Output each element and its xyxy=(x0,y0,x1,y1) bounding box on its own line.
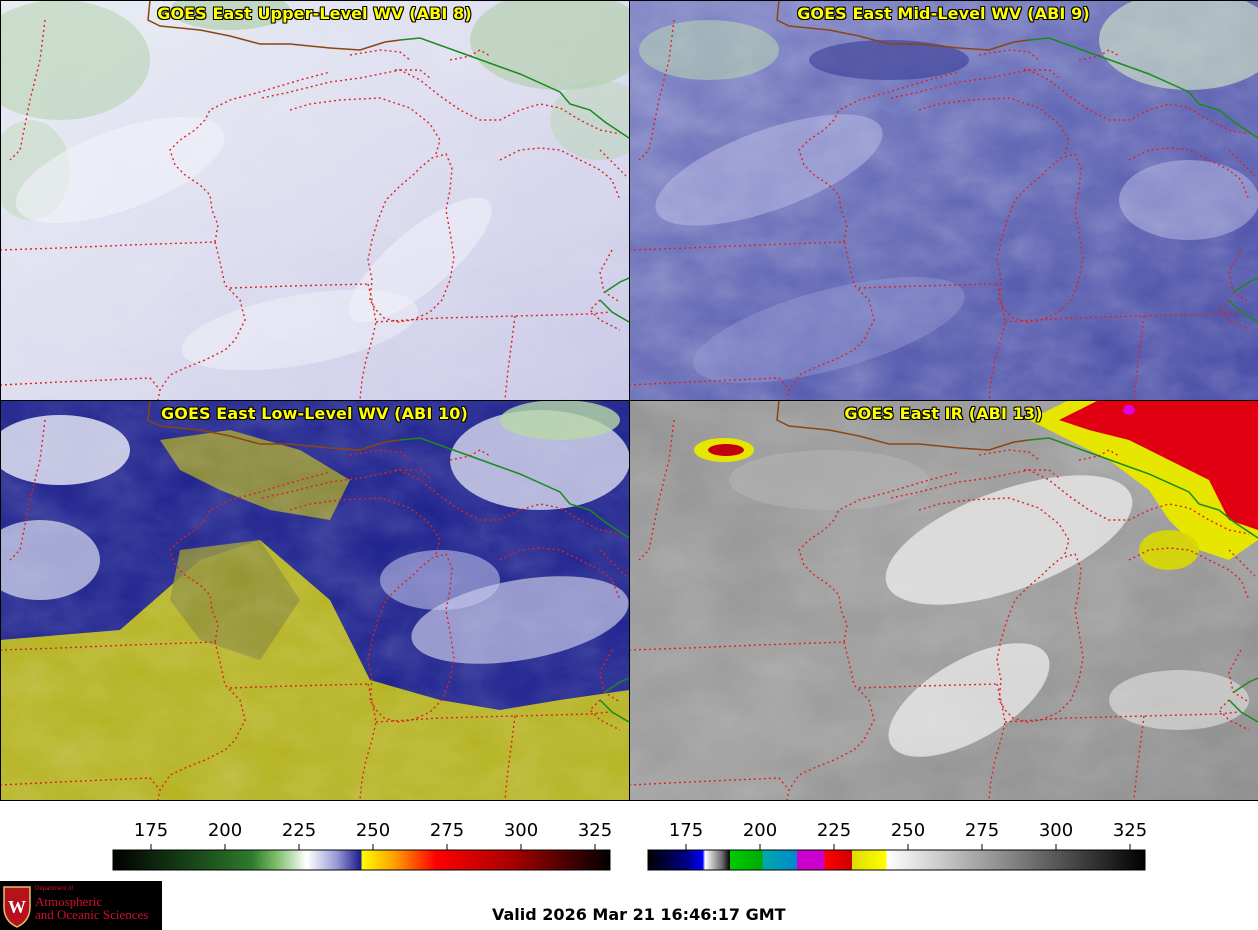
logo-line2: and Oceanic Sciences xyxy=(35,907,149,922)
ir-tick-250: 250 xyxy=(891,820,925,841)
mid-level-wv-image xyxy=(629,0,1258,400)
ir-colorbar: 175 200 225 250 275 300 325 xyxy=(635,812,1155,874)
ir-tick-325: 325 xyxy=(1113,820,1147,841)
ir-tick-175: 175 xyxy=(669,820,703,841)
wv-tick-250: 250 xyxy=(356,820,390,841)
ir-tick-225: 225 xyxy=(817,820,851,841)
wv-tick-225: 225 xyxy=(282,820,316,841)
logo-line1: Atmospheric xyxy=(35,894,103,909)
ir-tick-200: 200 xyxy=(743,820,777,841)
wv-colorbar: 175 200 225 250 275 300 325 xyxy=(100,812,620,874)
wv-tick-300: 300 xyxy=(504,820,538,841)
ir-panel: GOES East IR (ABI 13) xyxy=(629,400,1258,800)
wv-tick-275: 275 xyxy=(430,820,464,841)
panel-title: GOES East Upper-Level WV (ABI 8) xyxy=(157,4,472,23)
valid-time: Valid 2026 Mar 21 16:46:17 GMT xyxy=(492,905,786,924)
low-level-wv-image xyxy=(0,400,629,800)
wv-tick-200: 200 xyxy=(208,820,242,841)
svg-text:W: W xyxy=(8,897,26,917)
panel-divider-horizontal xyxy=(0,400,1258,401)
panel-title: GOES East Mid-Level WV (ABI 9) xyxy=(797,4,1090,23)
upper-level-wv-image xyxy=(0,0,629,400)
mid-level-wv-panel: GOES East Mid-Level WV (ABI 9) xyxy=(629,0,1258,400)
upper-level-wv-panel: GOES East Upper-Level WV (ABI 8) xyxy=(0,0,629,400)
wv-tick-325: 325 xyxy=(578,820,612,841)
panel-title: GOES East IR (ABI 13) xyxy=(844,404,1043,423)
ir-tick-300: 300 xyxy=(1039,820,1073,841)
logo-dept-text: Department of xyxy=(35,886,74,892)
uw-crest-icon: W xyxy=(3,886,31,928)
wv-tick-175: 175 xyxy=(134,820,168,841)
aos-logo: W Department of Atmospheric and Oceanic … xyxy=(0,881,162,930)
ir-image xyxy=(629,400,1258,800)
panel-title: GOES East Low-Level WV (ABI 10) xyxy=(161,404,468,423)
low-level-wv-panel: GOES East Low-Level WV (ABI 10) xyxy=(0,400,629,800)
ir-tick-275: 275 xyxy=(965,820,999,841)
